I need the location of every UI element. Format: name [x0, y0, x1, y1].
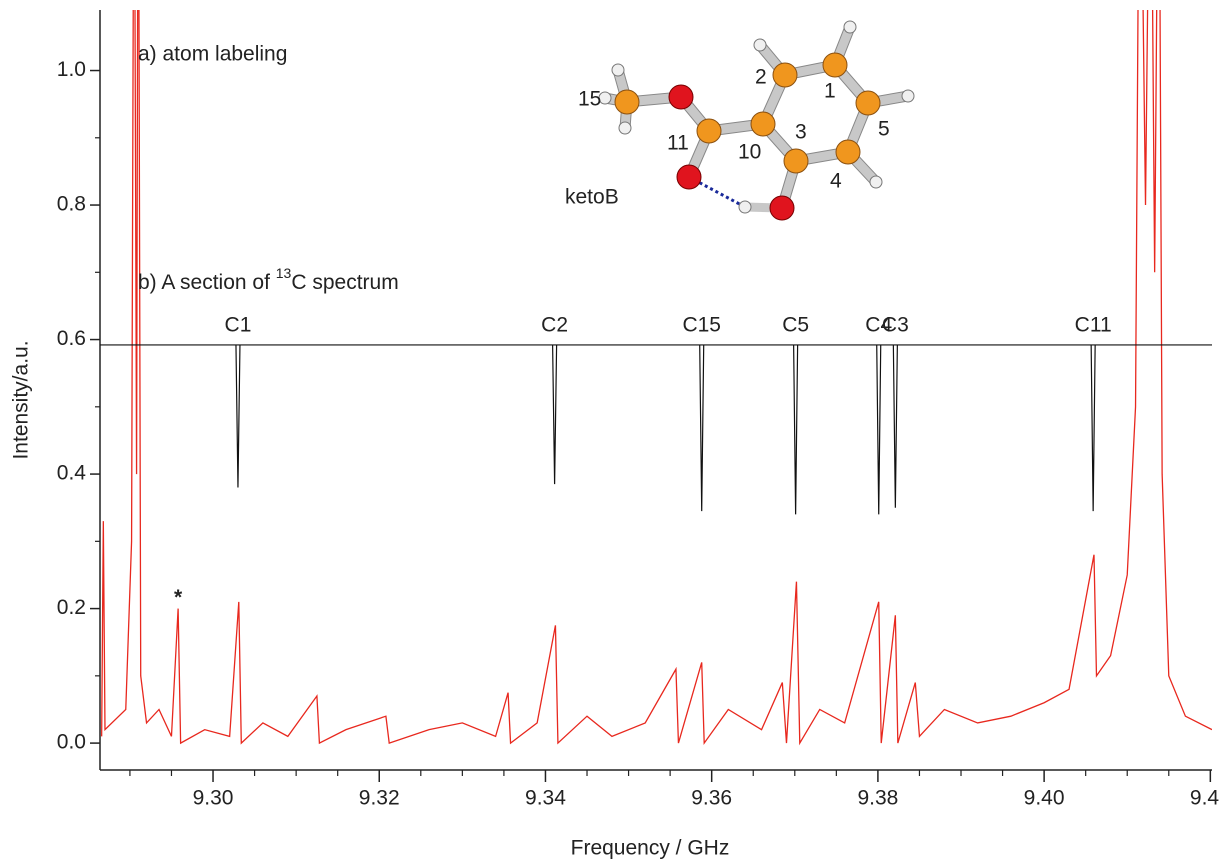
stick [700, 345, 704, 511]
x-tick-label: 9.32 [359, 787, 400, 810]
atom-label: 11 [667, 132, 689, 155]
inset-title: a) atom labeling [138, 43, 287, 66]
section-sup: 13 [276, 265, 292, 281]
y-tick-label: 0.0 [57, 731, 86, 754]
atom-label: 4 [830, 170, 842, 193]
chart: Frequency / GHz Intensity/a.u. b) A sect… [0, 0, 1219, 863]
section-label: b) A section of 13C spectrum [138, 265, 399, 294]
stick [794, 345, 798, 514]
stick [553, 345, 557, 484]
x-axis-title: Frequency / GHz [571, 837, 730, 860]
x-tick-label: 9.36 [691, 787, 732, 810]
y-tick-label: 0.2 [57, 596, 86, 619]
stick [877, 345, 881, 514]
x-tick-label: 9.30 [193, 787, 234, 810]
atom-label: 15 [578, 88, 601, 111]
x-tick-label: 9.34 [525, 787, 566, 810]
peak-marker: * [174, 586, 183, 609]
x-tick-label: 9.40 [1024, 787, 1065, 810]
atom-label: 2 [755, 66, 767, 89]
section-prefix: b) A section of [138, 271, 276, 294]
molecule-inset: a) atom labeling ketoB 15 2 1 11 10 3 5 … [138, 21, 914, 220]
stick [893, 345, 897, 508]
stick-label: C2 [541, 313, 568, 336]
stick-label: C11 [1075, 313, 1112, 336]
stick-label: C15 [682, 313, 721, 336]
atom-label: 3 [795, 121, 807, 144]
stick [1091, 345, 1095, 511]
x-tick-label: 9.38 [857, 787, 898, 810]
y-tick-label: 0.4 [57, 462, 87, 485]
y-tick-label: 0.8 [57, 193, 86, 216]
y-tick-label: 1.0 [57, 58, 86, 81]
section-suffix: C spectrum [291, 271, 398, 294]
plot-area [102, 0, 1212, 743]
stick-label: C3 [882, 313, 909, 336]
stick [236, 345, 240, 488]
atom-label: 5 [878, 118, 890, 141]
stick-label: C5 [782, 313, 809, 336]
molecule-name: ketoB [565, 186, 619, 209]
spectrum-line [102, 0, 1212, 743]
y-tick-label: 0.6 [57, 327, 86, 350]
y-axis-title: Intensity/a.u. [10, 340, 33, 459]
stick-label: C1 [225, 313, 252, 336]
x-tick-label: 9.42 [1190, 787, 1219, 810]
atom-label: 1 [824, 80, 836, 103]
atom-label: 10 [738, 141, 761, 164]
